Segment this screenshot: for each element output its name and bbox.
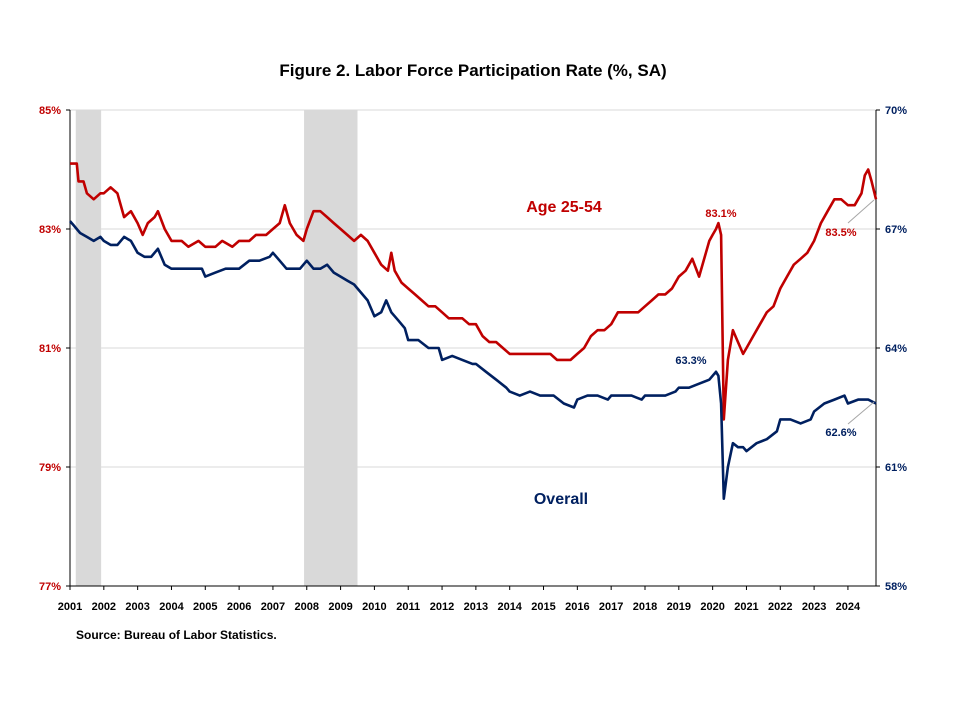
x-tick-label: 2006 <box>227 601 251 613</box>
x-tick-label: 2002 <box>92 601 116 613</box>
x-axis-ticks: 2001 2002 2003 2004 2005 2006 2007 2008 2009 2010… <box>58 586 861 613</box>
x-tick-label: 2019 <box>667 601 691 613</box>
data-label-overall-peak: 63.3% <box>675 355 706 367</box>
left-axis-ticks: 77% 79% 81% 83% 85% <box>39 105 70 593</box>
x-tick-label: 2003 <box>125 601 149 613</box>
chart-title: Figure 2. Labor Force Participation Rate… <box>279 61 666 80</box>
right-tick-label: 58% <box>885 581 907 593</box>
series-line-age-25-54 <box>70 162 878 421</box>
right-tick-label: 70% <box>885 105 907 117</box>
left-tick-label: 79% <box>39 462 61 474</box>
x-tick-label: 2013 <box>464 601 488 613</box>
series-label-age-25-54: Age 25-54 <box>526 199 602 216</box>
x-tick-label: 2024 <box>836 601 861 613</box>
data-label-age-25-54-latest: 83.5% <box>825 227 856 239</box>
x-tick-label: 2005 <box>193 601 217 613</box>
annotations: Age 25-54 Overall 83.1% 83.5% 63.3% 62.6… <box>526 199 875 508</box>
x-tick-label: 2011 <box>396 601 420 613</box>
data-label-overall-latest: 62.6% <box>825 427 856 439</box>
left-tick-label: 81% <box>39 343 61 355</box>
right-axis-ticks: 58% 61% 64% 67% 70% <box>876 105 907 593</box>
x-tick-label: 2009 <box>328 601 352 613</box>
x-tick-label: 2016 <box>565 601 589 613</box>
left-tick-label: 77% <box>39 581 61 593</box>
x-tick-label: 2001 <box>58 601 82 613</box>
data-label-age-25-54-peak: 83.1% <box>705 208 736 220</box>
x-tick-label: 2004 <box>159 601 184 613</box>
x-tick-label: 2007 <box>261 601 285 613</box>
x-tick-label: 2023 <box>802 601 826 613</box>
x-tick-label: 2010 <box>362 601 386 613</box>
series-lines <box>69 162 878 500</box>
left-tick-label: 83% <box>39 224 61 236</box>
left-tick-label: 85% <box>39 105 61 117</box>
x-tick-label: 2008 <box>295 601 319 613</box>
source-note: Source: Bureau of Labor Statistics. <box>76 628 277 642</box>
x-tick-label: 2022 <box>768 601 792 613</box>
gridlines <box>70 109 876 468</box>
series-line-overall <box>69 220 877 500</box>
right-tick-label: 64% <box>885 343 907 355</box>
x-tick-label: 2015 <box>531 601 555 613</box>
x-tick-label: 2020 <box>700 601 724 613</box>
leader-line-overall <box>847 401 875 425</box>
leader-line-age-25-54 <box>847 199 875 224</box>
x-tick-label: 2012 <box>430 601 454 613</box>
x-tick-label: 2014 <box>497 601 522 613</box>
x-tick-label: 2017 <box>599 601 623 613</box>
x-tick-label: 2021 <box>734 601 758 613</box>
x-tick-label: 2018 <box>633 601 657 613</box>
right-tick-label: 61% <box>885 462 907 474</box>
right-tick-label: 67% <box>885 224 907 236</box>
series-label-overall: Overall <box>534 491 588 508</box>
